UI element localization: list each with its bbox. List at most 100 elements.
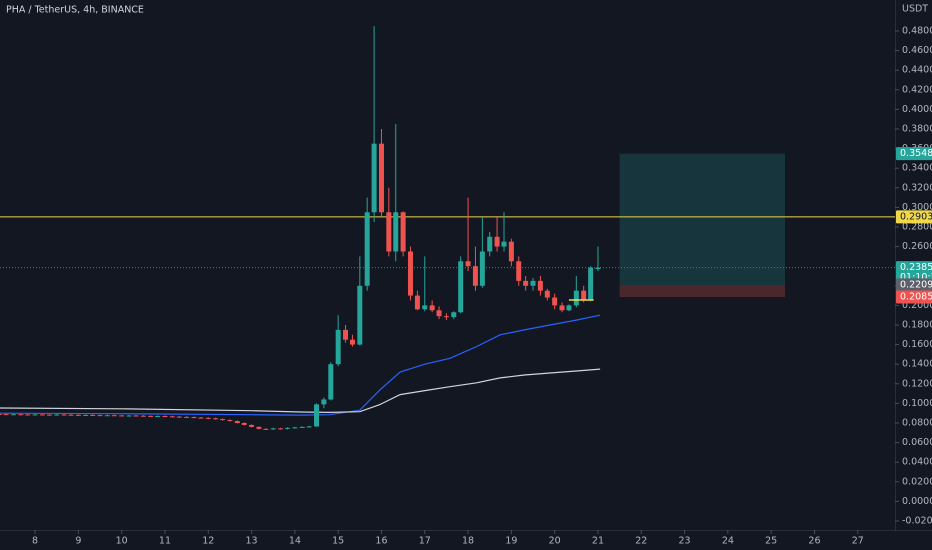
- candle-body: [220, 419, 226, 421]
- x-tick-label: 13: [246, 536, 258, 547]
- candle-body: [75, 414, 81, 416]
- y-tick-label: 0.3200: [902, 182, 932, 193]
- x-tick-label: 24: [722, 536, 734, 547]
- candle-body: [292, 427, 298, 429]
- x-tick-label: 14: [289, 536, 301, 547]
- stop-label: 0.2085: [900, 292, 932, 303]
- y-tick-label: 0.2600: [902, 241, 932, 252]
- candle-body: [472, 266, 478, 286]
- loss-zone: [619, 284, 786, 298]
- x-tick-label: 8: [32, 536, 38, 547]
- candle-body: [270, 428, 276, 430]
- candle-body: [18, 414, 24, 416]
- candle-body: [234, 421, 240, 423]
- entry-label: 0.2209: [900, 279, 932, 290]
- hline-label-bg: [896, 210, 932, 224]
- candle-body: [162, 416, 168, 418]
- candle-body: [10, 414, 16, 416]
- candle-body: [371, 143, 377, 213]
- y-tick-label: 0.3000: [902, 202, 932, 213]
- candle-body: [328, 364, 334, 400]
- candle-body: [494, 236, 500, 247]
- candle-body: [400, 212, 406, 252]
- candle-body: [111, 415, 117, 417]
- candle-body: [465, 261, 471, 267]
- candle-body: [213, 418, 219, 420]
- x-tick-label: 9: [75, 536, 81, 547]
- y-tick-label: 0.1800: [902, 319, 932, 330]
- candle-body: [595, 267, 601, 270]
- candle-body: [407, 251, 413, 296]
- candle-body: [479, 251, 485, 286]
- countdown: 01:10:23: [900, 272, 932, 283]
- y-tick-label: 0.1000: [902, 398, 932, 409]
- y-tick-label: 0.4400: [902, 65, 932, 76]
- candle-body: [205, 417, 211, 419]
- candle-body: [46, 414, 52, 416]
- profit-zone: [619, 153, 786, 285]
- candle-body: [458, 261, 464, 313]
- candle-body: [54, 414, 60, 416]
- axis-unit: USDT: [902, 4, 928, 15]
- hline-label: 0.2903: [900, 211, 932, 222]
- candle-body: [155, 416, 161, 418]
- x-tick-label: 17: [419, 536, 431, 547]
- candle-body: [422, 305, 428, 310]
- candle-body: [436, 310, 442, 317]
- candle-body: [148, 415, 154, 417]
- candle-body: [335, 329, 341, 365]
- candle-body: [393, 212, 399, 252]
- candle-body: [429, 305, 435, 311]
- candle-body: [241, 422, 247, 425]
- candle-body: [133, 415, 139, 417]
- candle-body: [68, 414, 74, 416]
- candle-body: [25, 414, 31, 416]
- candle-body: [581, 290, 587, 301]
- stop-label-bg: [896, 290, 932, 304]
- candle-body: [573, 290, 579, 306]
- last-price-label: 0.2385: [900, 262, 932, 273]
- candle-body: [559, 305, 565, 311]
- candle-body: [378, 143, 384, 213]
- x-tick-label: 21: [592, 536, 604, 547]
- x-tick-label: 12: [202, 536, 214, 547]
- y-tick-label: 0.0800: [902, 417, 932, 428]
- candle-body: [544, 290, 550, 298]
- candle-body: [306, 426, 312, 428]
- candle-body: [0, 413, 2, 415]
- candle-body: [299, 426, 305, 428]
- candle-body: [191, 417, 197, 419]
- candle-body: [588, 267, 594, 301]
- candle-body: [227, 420, 233, 422]
- candle-body: [537, 280, 543, 291]
- candle-body: [487, 236, 493, 252]
- y-tick-label: 0.1600: [902, 339, 932, 350]
- entry-label-bg: [896, 278, 932, 292]
- y-tick-label: 0.0200: [902, 476, 932, 487]
- y-tick-label: 0.2800: [902, 221, 932, 232]
- x-tick-label: 15: [332, 536, 344, 547]
- x-tick-label: 26: [808, 536, 820, 547]
- y-tick-label: 0.0000: [902, 496, 932, 507]
- candle-body: [140, 415, 146, 417]
- y-tick-label: 0.1400: [902, 359, 932, 370]
- candle-body: [97, 415, 103, 417]
- y-tick-label: 0.4000: [902, 104, 932, 115]
- candle-body: [516, 261, 522, 281]
- candle-body: [198, 417, 204, 419]
- candle-body: [451, 312, 457, 318]
- candle-body: [3, 414, 9, 416]
- plot-area: [0, 26, 895, 430]
- candle-body: [249, 424, 255, 427]
- y-tick-label: 0.2000: [902, 300, 932, 311]
- x-tick-label: 19: [505, 536, 517, 547]
- candle-body: [349, 339, 355, 345]
- candle-body: [278, 428, 284, 430]
- x-tick-label: 23: [679, 536, 691, 547]
- target-label: 0.3548: [900, 148, 932, 159]
- candle-body: [119, 415, 125, 417]
- candle-body: [256, 426, 262, 429]
- x-tick-label: 22: [635, 536, 647, 547]
- candle-body: [285, 427, 291, 429]
